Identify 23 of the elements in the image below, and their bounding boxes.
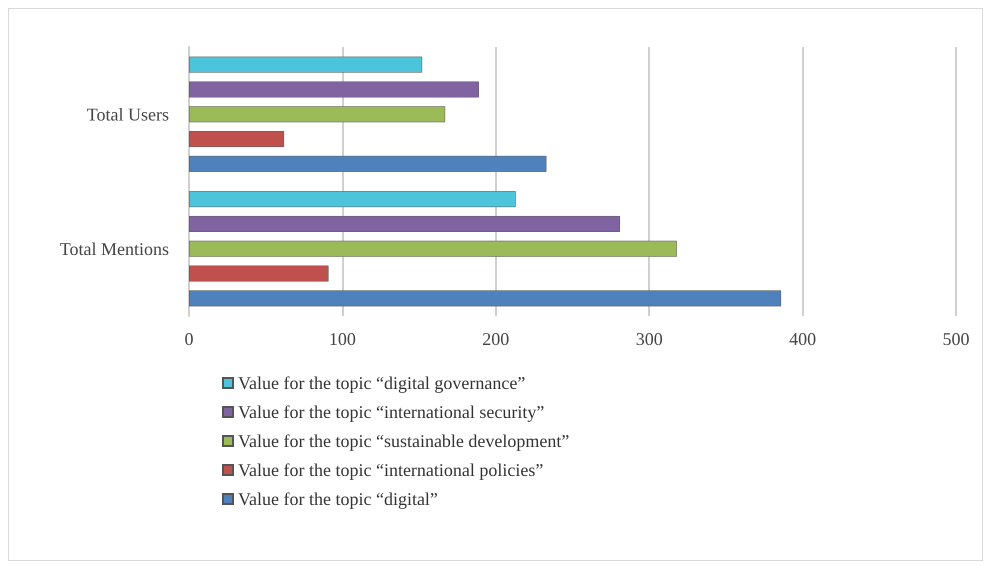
legend-label: Value for the topic “international security”	[238, 402, 544, 422]
legend-label: Value for the topic “digital governance”	[238, 373, 526, 393]
x-tick-label: 400	[789, 329, 816, 349]
legend-label: Value for the topic “digital”	[238, 489, 438, 509]
bar	[189, 131, 284, 148]
y-tick-label: Total Users	[86, 104, 169, 124]
x-tick-label: 200	[482, 329, 510, 349]
bar	[189, 290, 782, 306]
bar	[189, 240, 677, 257]
y-tick-label: Total Mentions	[60, 238, 169, 259]
x-tick-label: 0	[184, 329, 194, 349]
bar	[189, 156, 546, 172]
x-tick-label: 300	[636, 329, 663, 349]
legend-label: Value for the topic “sustainable development”	[238, 431, 570, 451]
bar	[189, 266, 329, 282]
bar	[189, 106, 446, 122]
bar	[189, 81, 479, 98]
x-tick-label: 500	[942, 329, 970, 349]
bar	[189, 191, 516, 208]
x-tick-label: 100	[328, 329, 356, 349]
bar	[189, 216, 620, 232]
bar	[189, 56, 422, 73]
legend-label: Value for the topic “international policies”	[238, 460, 544, 480]
